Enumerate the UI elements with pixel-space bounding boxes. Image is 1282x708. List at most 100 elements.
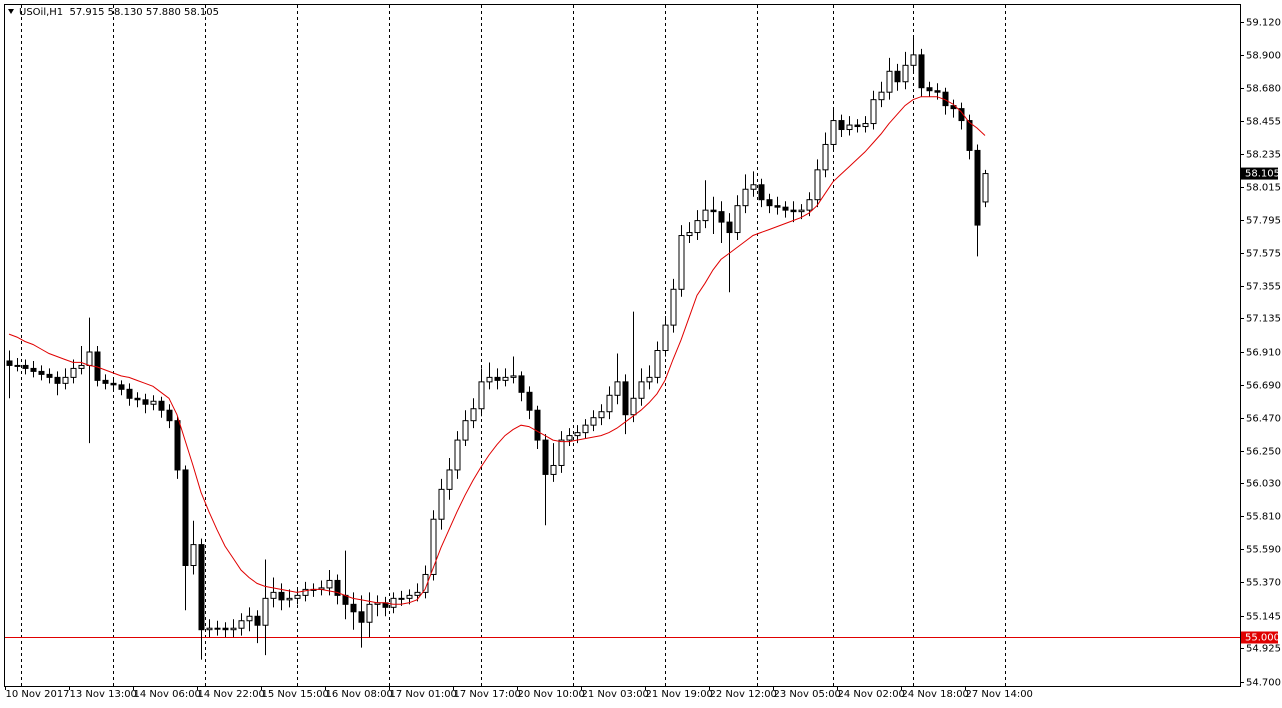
candle-body <box>726 221 733 234</box>
candle-body <box>742 188 749 207</box>
candle-body <box>606 394 613 413</box>
last-price-label: 58.105 <box>1245 169 1280 180</box>
y-tick-label: 57.795 <box>1246 216 1281 227</box>
x-tick-label: 14 Nov 06:00 <box>134 689 201 700</box>
candle-body <box>158 400 165 411</box>
y-tick-label: 57.135 <box>1246 314 1281 325</box>
y-tick-label: 58.235 <box>1246 150 1281 161</box>
y-tick-label: 58.015 <box>1246 183 1281 194</box>
x-tick-label: 17 Nov 17:00 <box>454 689 521 700</box>
x-tick-label: 23 Nov 05:00 <box>774 689 841 700</box>
candle-body <box>438 488 445 520</box>
candle-body <box>662 324 669 352</box>
y-tick-label: 59.120 <box>1246 18 1281 29</box>
candle-body <box>350 603 357 613</box>
x-tick-label: 13 Nov 13:00 <box>70 689 137 700</box>
candle-body <box>118 384 125 390</box>
y-tick-label: 55.590 <box>1246 545 1281 556</box>
candle-body <box>782 206 789 211</box>
x-tick-label: 14 Nov 22:00 <box>198 689 265 700</box>
x-tick-label: 27 Nov 14:00 <box>966 689 1033 700</box>
candle-body <box>334 579 341 596</box>
candle-body <box>638 381 645 399</box>
candle-body <box>262 597 269 626</box>
candle-body <box>142 399 149 405</box>
candle-body <box>430 518 437 575</box>
candle-body <box>182 469 189 567</box>
candle-body <box>614 381 621 396</box>
candle-body <box>222 627 229 631</box>
candle-body <box>70 367 77 378</box>
candle-body <box>918 54 925 89</box>
candle-body <box>646 376 653 383</box>
candle-body <box>926 87 933 92</box>
candle-body <box>822 143 829 171</box>
candle-body <box>470 408 477 422</box>
level-label: 55.000 <box>1245 633 1280 644</box>
candle-body <box>14 364 21 367</box>
candle-body <box>678 235 685 290</box>
candle-body <box>598 411 605 419</box>
candle-body <box>958 108 965 122</box>
y-tick-label: 58.900 <box>1246 51 1281 62</box>
candle-body <box>910 54 917 66</box>
x-tick-label: 15 Nov 15:00 <box>262 689 329 700</box>
candle-body <box>966 120 973 151</box>
candle-body <box>542 439 549 475</box>
candle-body <box>102 379 109 384</box>
candle-body <box>582 424 589 434</box>
candle-body <box>734 205 741 234</box>
candle-body <box>390 597 397 608</box>
candle-body <box>270 591 277 599</box>
y-tick-label: 57.355 <box>1246 282 1281 293</box>
x-tick-label: 21 Nov 19:00 <box>646 689 713 700</box>
y-tick-label: 54.925 <box>1246 644 1281 655</box>
candle-body <box>758 184 765 201</box>
candle-body <box>502 376 509 381</box>
candle-body <box>478 381 485 410</box>
candle-body <box>670 288 677 326</box>
candle-body <box>166 409 173 422</box>
candle-body <box>830 120 837 145</box>
candle-body <box>870 99 877 125</box>
candle-body <box>798 209 805 213</box>
x-tick-label: 16 Nov 08:00 <box>326 689 393 700</box>
candle-body <box>806 199 813 211</box>
y-tick-label: 58.455 <box>1246 117 1281 128</box>
x-tick-label: 20 Nov 10:00 <box>518 689 585 700</box>
candle-body <box>6 360 13 366</box>
candle-body <box>878 91 885 101</box>
candle-body <box>654 350 661 378</box>
candle-body <box>238 620 245 629</box>
candle-body <box>78 364 85 369</box>
candle-body <box>54 376 61 384</box>
candle-body <box>414 591 421 596</box>
candle-body <box>206 627 213 631</box>
candle-body <box>294 594 301 599</box>
x-tick-label: 24 Nov 02:00 <box>838 689 905 700</box>
y-tick-label: 55.810 <box>1246 512 1281 523</box>
candle-body <box>358 611 365 623</box>
candle-body <box>198 544 205 631</box>
candle-body <box>774 205 781 208</box>
candle-body <box>134 397 141 401</box>
y-tick-label: 56.910 <box>1246 348 1281 359</box>
candle-body <box>902 64 909 83</box>
candle-body <box>790 209 797 213</box>
candle-body <box>526 391 533 411</box>
candle-body <box>566 435 573 441</box>
level-box <box>1241 631 1278 644</box>
candle-body <box>254 615 261 626</box>
x-tick-label: 21 Nov 03:00 <box>582 689 649 700</box>
candle-body <box>750 184 757 190</box>
x-tick-label: 24 Nov 18:00 <box>902 689 969 700</box>
candle-body <box>422 573 429 593</box>
candle-body <box>174 420 181 471</box>
candle-body <box>550 464 557 475</box>
menu-arrow[interactable] <box>8 9 14 14</box>
y-tick-label: 58.680 <box>1246 84 1281 95</box>
candle-body <box>518 375 525 393</box>
candle-body <box>462 420 469 441</box>
candle-body <box>22 364 29 369</box>
candle-body <box>574 432 581 437</box>
